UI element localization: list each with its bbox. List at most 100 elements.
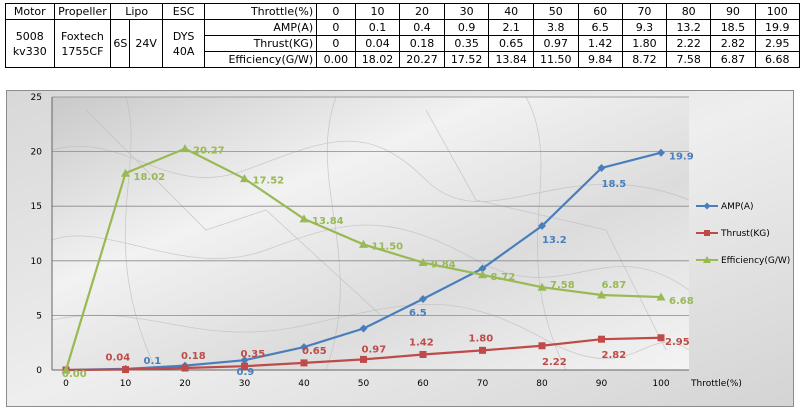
amp-cell: 2.1: [488, 19, 534, 36]
data-label: 2.82: [602, 350, 627, 361]
efficiency-cell: 6.87: [710, 51, 756, 68]
efficiency-cell: 0.00: [316, 51, 356, 68]
data-point: [359, 239, 368, 248]
data-point: [598, 335, 605, 343]
motor-kv: kv330: [12, 44, 47, 58]
data-point: [597, 290, 606, 299]
data-point: [299, 214, 309, 223]
throttle-cell: 20: [399, 3, 445, 20]
amp-cell: 19.9: [754, 19, 800, 36]
data-point: [657, 148, 665, 157]
data-point: [240, 356, 249, 365]
efficiency-cell: 13.84: [488, 51, 534, 68]
x-tick-label: 10: [120, 379, 132, 389]
series-layer: 0.1 0.9 6.5 13.2 18.5 19.9 0.04 0.18 0.35 0.65 0.9…: [61, 144, 694, 380]
thrust-cell: 0.65: [488, 35, 534, 52]
legend: AMP(A) Thrust(KG) Efficiency(G/W): [696, 202, 790, 266]
data-label: 0.04: [106, 353, 131, 364]
amp-cell: 13.2: [666, 19, 712, 36]
x-tick-label: 0: [63, 379, 69, 389]
data-label: 13.84: [312, 216, 344, 227]
legend-label: AMP(A): [721, 202, 754, 212]
data-label: 6.5: [409, 308, 427, 319]
amp-cell: 0.1: [354, 19, 401, 36]
throttle-cell: 70: [621, 3, 668, 20]
data-point: [240, 174, 249, 183]
data-label: 9.84: [431, 260, 456, 271]
plot-area: [52, 97, 689, 370]
throttle-cell: 80: [666, 3, 712, 20]
y-tick-label: 10: [31, 257, 43, 267]
y-tick-label: 15: [31, 202, 42, 212]
propeller-cell: Foxtech 1755CF: [53, 19, 112, 68]
thrust-cell: 1.42: [577, 35, 623, 52]
thrust-cell: 0.35: [443, 35, 490, 52]
data-point: [61, 365, 71, 374]
data-point: [181, 364, 189, 372]
grid-lines: [52, 96, 689, 316]
thrust-cell: 2.22: [666, 35, 712, 52]
data-point: [300, 343, 308, 352]
data-label: 0.35: [241, 349, 266, 360]
data-point: [241, 362, 248, 370]
data-label: 20.27: [193, 146, 225, 157]
axes: 0 5 10 15 20 25 0 10 20 30 40 50 60 70 80 90 100: [31, 93, 689, 389]
header-lipo: Lipo: [110, 3, 164, 20]
amp-cell: 0: [316, 19, 356, 36]
data-point: [121, 168, 130, 177]
legend-item: AMP(A): [696, 202, 754, 212]
data-label: 1.42: [409, 337, 434, 348]
data-point: [418, 258, 428, 267]
data-point: [597, 163, 606, 172]
x-tick-label: 40: [298, 379, 310, 389]
efficiency-cell: 20.27: [399, 51, 445, 68]
propeller-model: 1755CF: [61, 44, 104, 58]
throttle-cell: 60: [577, 3, 623, 20]
data-point: [656, 292, 666, 301]
data-point: [300, 359, 308, 367]
data-label: 11.50: [372, 241, 404, 252]
data-point: [478, 264, 487, 273]
esc-rating: 40A: [172, 44, 195, 58]
data-label: 17.52: [253, 176, 285, 187]
row-label-efficiency: Efficiency(G/W): [204, 51, 318, 68]
series-thrustkg: 0.04 0.18 0.35 0.65 0.97 1.42 1.80 2.22 2.82 2.95: [62, 333, 690, 374]
data-point: [538, 342, 546, 350]
data-point: [537, 282, 547, 291]
data-label: 13.2: [542, 235, 567, 246]
efficiency-cell: 8.72: [621, 51, 668, 68]
x-tick-label: 50: [358, 379, 370, 389]
data-label: 0.00: [62, 369, 87, 380]
x-axis-label: Throttle(%): [690, 379, 742, 389]
data-point: [419, 295, 427, 304]
row-label-amp: AMP(A): [204, 19, 318, 36]
propeller-brand: Foxtech: [60, 29, 104, 43]
spec-row-amp: 5008 kv330 Foxtech 1755CF 6S 24V DYS 40A AM…: [5, 19, 800, 68]
line-chart: 0 5 10 15 20 25 0 10 20 30 40 50 60 70 80 90 100 0.1 0.9 6…: [6, 90, 794, 407]
throttle-cell: 50: [532, 3, 579, 20]
series-efficiencygw: 0.00 18.02 20.27 17.52 13.84 11.50 9.84 8.72 7.5…: [61, 144, 694, 380]
legend-label: Efficiency(G/W): [721, 256, 790, 266]
esc-brand: DYS: [172, 29, 195, 43]
y-tick-label: 5: [36, 311, 42, 321]
efficiency-cell: 9.84: [577, 51, 623, 68]
x-tick-label: 90: [596, 379, 608, 389]
y-tick-label: 25: [31, 93, 42, 103]
throttle-cell: 100: [754, 3, 800, 20]
header-esc: ESC: [162, 3, 206, 20]
data-point: [479, 346, 486, 354]
legend-marker: [703, 256, 711, 263]
thrust-cell: 0.18: [399, 35, 445, 52]
legend-item: Efficiency(G/W): [696, 256, 790, 266]
y-tick-label: 0: [36, 366, 42, 376]
x-tick-label: 100: [652, 379, 669, 389]
legend-marker: [704, 230, 710, 236]
spec-row-efficiency: Efficiency(G/W) 0.00 18.02 20.27 17.52 1…: [6, 51, 800, 68]
data-point: [538, 221, 546, 230]
data-label: 0.65: [302, 346, 327, 357]
amp-cell: 0.4: [399, 19, 445, 36]
throttle-cell: 30: [443, 3, 490, 20]
throttle-cell: 10: [354, 3, 401, 20]
thrust-cell: 2.82: [710, 35, 756, 52]
data-label: 0.18: [181, 351, 206, 362]
